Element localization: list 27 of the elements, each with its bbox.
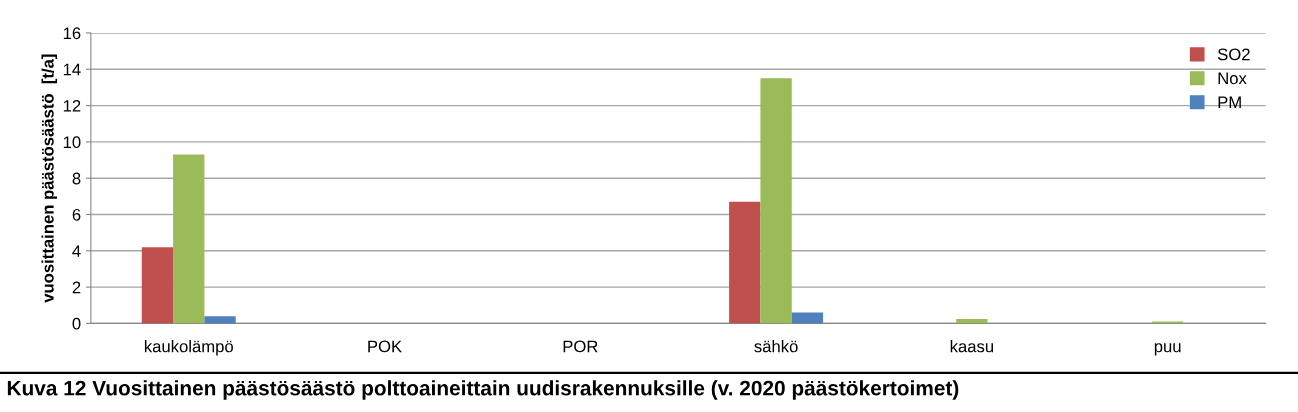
bar: [729, 201, 761, 324]
y-tick-label: 14: [63, 63, 81, 76]
bar: [204, 316, 236, 324]
y-tick-label: 10: [63, 136, 81, 149]
y-tick-label: 6: [72, 208, 81, 221]
text: Kuva 12 Vuosittainen päästösäästö polttoaineittain uudisrakennuksille (v. 2020 päästökertoimet): [7, 380, 959, 400]
y-tick-label: 2: [72, 281, 81, 294]
x-tick-label: POK: [368, 340, 402, 353]
y-tick-label: 12: [63, 99, 81, 112]
legend-label: SO2: [1217, 48, 1250, 61]
bar: [760, 78, 792, 324]
bar: [791, 312, 824, 324]
x-tick-label: sähkö: [754, 340, 798, 353]
bar: [956, 318, 988, 324]
bar: [173, 154, 205, 324]
y-axis-title: vuosittainen päästösäästö [t/a]: [41, 54, 58, 303]
y-tick-label: 16: [63, 27, 81, 40]
x-tick-label: puu: [1154, 343, 1181, 356]
legend-label: PM: [1218, 96, 1241, 109]
x-tick-label: kaasu: [950, 340, 994, 353]
y-tick-label: 0: [72, 317, 81, 330]
y-tick-label: 4: [72, 245, 81, 257]
y-tick-label: 8: [72, 172, 81, 185]
legend-label: Nox: [1218, 72, 1247, 85]
x-tick-label: kaukolämpö: [144, 340, 233, 356]
x-tick-label: POR: [563, 340, 598, 353]
bar: [141, 247, 174, 324]
